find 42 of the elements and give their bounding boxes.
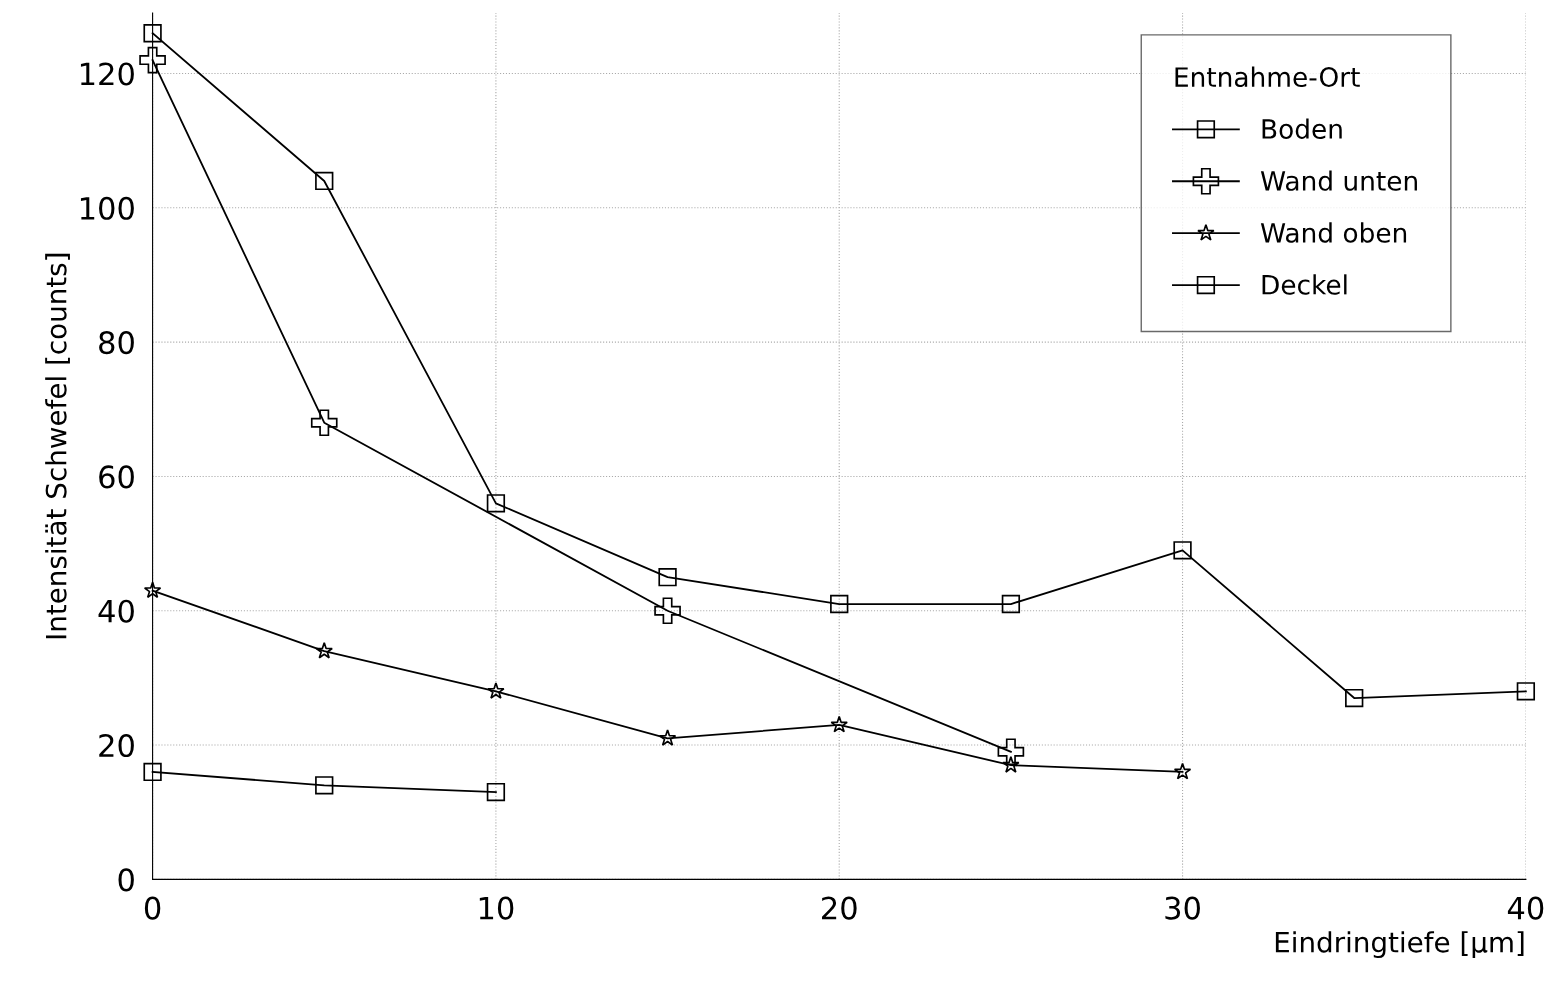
point bbox=[486, 782, 506, 802]
legend-label: Wand unten bbox=[1260, 170, 1417, 191]
y-tick-label: 80 bbox=[99, 331, 134, 355]
point bbox=[830, 715, 848, 733]
point bbox=[310, 409, 338, 437]
point bbox=[658, 568, 677, 587]
point bbox=[1516, 682, 1536, 701]
point bbox=[1173, 541, 1192, 560]
point bbox=[486, 494, 506, 513]
point bbox=[1345, 688, 1364, 708]
y-tick-label: 20 bbox=[99, 733, 134, 758]
point bbox=[1002, 756, 1020, 773]
point bbox=[830, 594, 849, 614]
x-tick-label: 10 bbox=[479, 896, 514, 920]
y-tick-label: 120 bbox=[80, 62, 134, 86]
point bbox=[997, 738, 1025, 766]
point bbox=[315, 641, 334, 659]
point bbox=[658, 729, 677, 746]
x-axis-title: Eindringtiefe [µm] bbox=[1275, 931, 1524, 959]
x-tick-label: 20 bbox=[822, 896, 857, 920]
y-tick-label: 40 bbox=[98, 599, 134, 623]
y-tick-label: 100 bbox=[80, 196, 134, 220]
y-axis-title: Intensität Schwefel [counts] bbox=[45, 253, 70, 639]
point bbox=[1173, 762, 1192, 780]
x-tick-label: 40 bbox=[1507, 896, 1544, 920]
legend-label: Wand oben bbox=[1260, 222, 1407, 243]
x-tick-label: 0 bbox=[144, 896, 161, 920]
legend-label: Boden bbox=[1262, 118, 1342, 139]
point bbox=[139, 46, 166, 74]
legend-label: Deckel bbox=[1262, 274, 1347, 295]
point bbox=[315, 171, 334, 191]
point bbox=[143, 762, 162, 782]
point bbox=[1001, 594, 1021, 614]
point bbox=[315, 776, 334, 795]
point bbox=[487, 682, 505, 699]
legend-title: Entnahme-Ort bbox=[1175, 66, 1360, 88]
point bbox=[654, 597, 681, 625]
x-tick-label: 30 bbox=[1165, 896, 1200, 920]
y-tick-label: 60 bbox=[99, 465, 134, 489]
point bbox=[143, 581, 162, 599]
point bbox=[143, 24, 162, 43]
y-tick-label: 0 bbox=[118, 868, 134, 892]
